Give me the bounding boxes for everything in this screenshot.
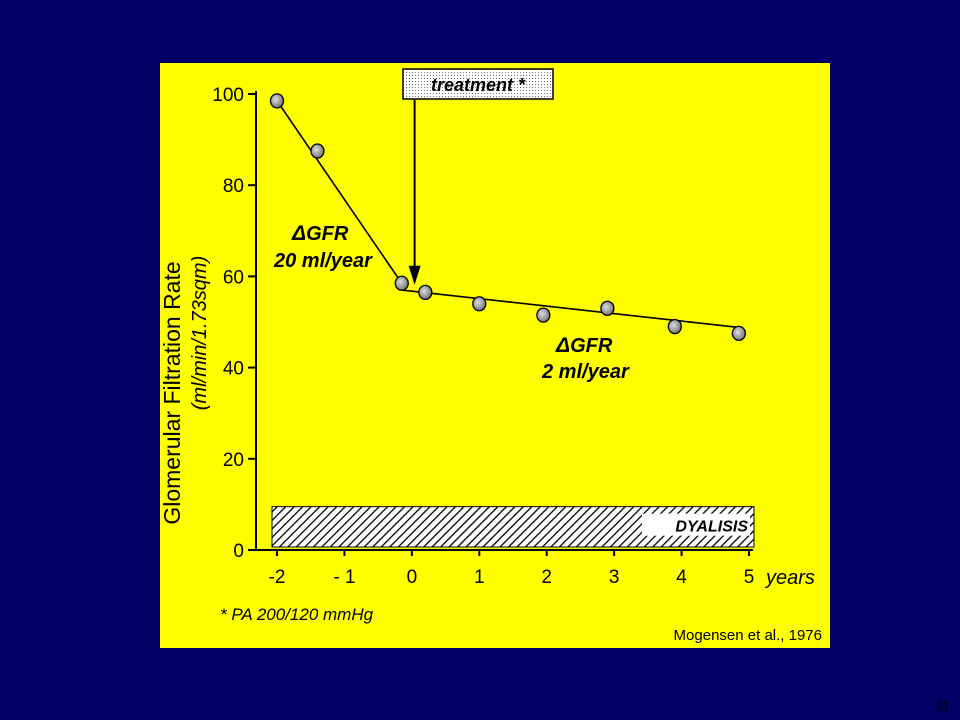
y-axis-ticks: 0 20 40 60 80 100 [212,85,256,562]
svg-text:ΔGFR: ΔGFR [291,222,349,245]
citation: Mogensen et al., 1976 [674,627,822,644]
y-axis-units: (ml/min/1.73sqm) [189,256,211,410]
data-points [269,93,747,342]
delta-symbol: Δ [555,334,570,357]
treatment-box [402,68,554,100]
data-point [667,318,682,335]
x-tick-label: 1 [474,567,485,588]
data-point [536,307,551,323]
slope-label-flat-line1: GFR [570,335,613,357]
slope-annotation-steep: ΔGFR 20 ml/year [273,222,373,272]
svg-text:ΔGFR: ΔGFR [555,334,613,357]
data-point [269,93,285,109]
x-tick-label: 3 [609,567,620,588]
x-axis-ticks: -2 - 1 0 1 2 3 4 5 [269,550,755,588]
fit-line-flat [401,289,739,329]
y-axis-title: Glomerular Filtration Rate [160,261,185,524]
y-tick-label: 20 [223,450,244,471]
y-tick-label: 80 [223,176,244,197]
delta-symbol: Δ [291,222,306,245]
y-tick-label: 40 [223,359,244,380]
slope-label-flat-line2: 2 ml/year [541,361,630,383]
x-tick-label: 4 [676,567,687,588]
data-point [731,325,747,342]
page-number: 31 [934,698,950,715]
slope-annotation-flat: ΔGFR 2 ml/year [541,334,630,383]
x-tick-label: -2 [269,567,286,588]
y-tick-label: 100 [212,85,244,106]
x-tick-label: 0 [407,567,418,588]
x-tick-label: 5 [744,567,755,588]
data-point [394,275,409,291]
dialysis-label: DYALISIS [675,519,748,536]
data-point [418,284,433,301]
footnote: * PA 200/120 mmHg [220,605,374,624]
x-tick-label: 2 [541,567,552,588]
dialysis-label-background [642,513,750,536]
chart-panel: DYALISIS 0 20 40 60 80 100 -2 - 1 0 1 2 3 4 5 Glomer… [160,63,830,648]
data-point [600,300,615,316]
data-point [472,296,487,312]
y-tick-label: 60 [223,267,244,288]
data-point [310,143,325,159]
y-tick-label: 0 [233,541,244,562]
x-axis-title: years [764,567,815,589]
treatment-arrowhead [408,265,421,285]
gfr-chart: DYALISIS 0 20 40 60 80 100 -2 - 1 0 1 2 3 4 5 Glomer… [160,68,822,644]
treatment-label: treatment * [431,75,526,95]
x-tick-label: - 1 [333,567,355,588]
slope-label-steep-line2: 20 ml/year [273,250,373,272]
fit-line-steep [276,100,403,284]
slope-label-steep-line1: GFR [306,223,349,245]
